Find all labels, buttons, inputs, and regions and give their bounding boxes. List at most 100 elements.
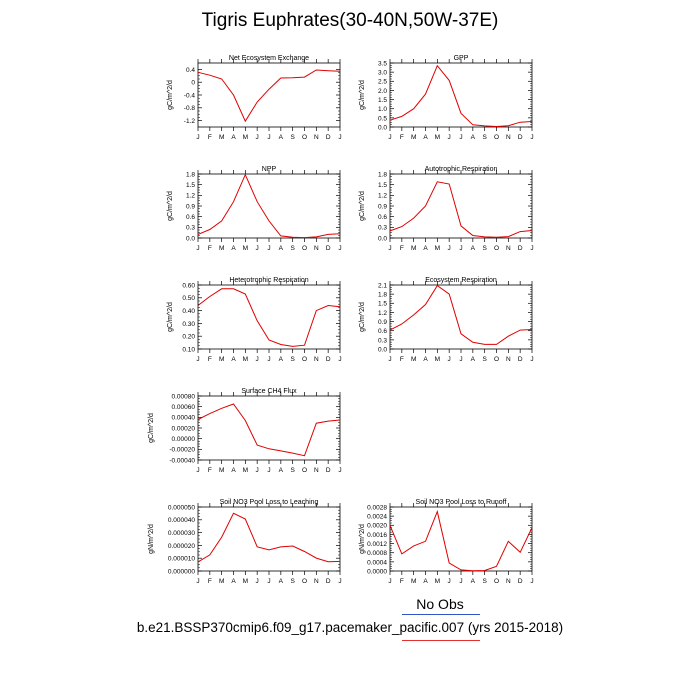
chart-panel: Heterotrophic Respiration gC/m^2/d 0.10 0.2… [167, 277, 342, 363]
x-tick-label: J [256, 356, 259, 363]
y-tick-label: -0.4 [184, 92, 196, 99]
y-tick-label: 1.8 [378, 171, 387, 178]
x-tick-label: A [423, 356, 428, 363]
panel-title: Net Ecosystem Exchange [229, 55, 309, 62]
y-tick-label: 0.60 [182, 282, 195, 289]
x-tick-label: D [326, 245, 331, 252]
panel-title: NPP [262, 166, 277, 173]
x-tick-label: A [279, 578, 284, 585]
x-tick-label: A [279, 134, 284, 141]
x-tick-label: J [388, 356, 391, 363]
x-tick-label: A [471, 245, 476, 252]
y-axis-label: gN/m^2/d [359, 524, 366, 554]
y-tick-label: 0.3 [378, 337, 387, 344]
x-tick-label: S [290, 356, 295, 363]
x-tick-label: N [506, 134, 511, 141]
x-tick-label: N [314, 578, 319, 585]
y-tick-label: 3.0 [378, 70, 387, 77]
y-tick-label: 2.0 [378, 88, 387, 95]
x-tick-label: N [314, 356, 319, 363]
y-axis-label: gC/m^2/d [167, 191, 174, 221]
x-tick-label: M [219, 245, 224, 252]
chart-panel: Soil NO3 Pool Loss to Runoff gN/m^2/d0.00… [359, 499, 534, 585]
x-tick-label: A [423, 134, 428, 141]
y-tick-label: 0.00060 [172, 404, 196, 411]
y-tick-label: 1.8 [186, 171, 195, 178]
x-tick-label: S [290, 245, 295, 252]
x-tick-label: A [279, 245, 284, 252]
x-tick-label: M [219, 356, 224, 363]
x-tick-label: N [506, 356, 511, 363]
y-tick-label: 0.0008 [367, 550, 387, 557]
x-tick-label: F [400, 245, 404, 252]
x-tick-label: J [530, 356, 533, 363]
panel-title: Soil NO3 Pool Loss to Runoff [416, 499, 507, 506]
series-line [197, 173, 341, 239]
x-tick-label: O [302, 134, 307, 141]
x-tick-label: A [231, 467, 236, 474]
y-tick-label: -0.00020 [169, 447, 195, 454]
y-tick-label: 0.000050 [168, 504, 195, 511]
x-tick-label: O [302, 578, 307, 585]
chart-panel: Autotrophic Respiration gC/m^2/d 0.0 0.3 0.6… [359, 166, 534, 252]
x-tick-label: J [256, 467, 259, 474]
panel-title: GPP [454, 55, 469, 62]
y-axis-label: gC/m^2/d [359, 302, 366, 332]
chart-panel: Soil NO3 Pool Loss to Leaching gN/m^2/d 0.… [148, 499, 342, 585]
x-tick-label: F [208, 467, 212, 474]
x-tick-label: N [314, 245, 319, 252]
x-tick-label: N [314, 134, 319, 141]
x-tick-label: D [518, 578, 523, 585]
x-tick-label: O [494, 245, 499, 252]
x-tick-label: S [482, 134, 487, 141]
x-tick-label: A [423, 245, 428, 252]
x-tick-label: J [448, 356, 451, 363]
x-tick-label: J [338, 245, 341, 252]
x-tick-label: J [256, 578, 259, 585]
x-tick-label: J [530, 578, 533, 585]
y-tick-label: 1.8 [378, 292, 387, 299]
y-tick-label: 0.3 [378, 225, 387, 232]
y-tick-label: 0.50 [182, 295, 195, 302]
chart-panel: Ecosystem Respiration gC/m^2/d 0.0 0.3 0.6 0.… [359, 277, 534, 363]
y-tick-label: 0.0 [378, 124, 387, 131]
series-line [197, 69, 341, 123]
y-tick-label: 1.2 [378, 310, 387, 317]
x-tick-label: J [448, 134, 451, 141]
x-tick-label: M [243, 134, 248, 141]
y-tick-label: -1.2 [184, 118, 196, 125]
x-tick-label: F [400, 356, 404, 363]
plot-frame [197, 173, 341, 239]
y-axis-label: gN/m^2/d [148, 524, 155, 554]
x-tick-label: O [494, 356, 499, 363]
x-tick-label: M [435, 245, 440, 252]
x-tick-label: J [196, 134, 199, 141]
y-tick-label: 1.5 [186, 182, 195, 189]
y-axis-label: gC/m^2/d [359, 191, 366, 221]
x-tick-label: M [243, 578, 248, 585]
chart-panel: Net Ecosystem Exchange gC/m^2/d 0.4 0 -0.4 -0… [167, 55, 342, 141]
y-tick-label: 0.000010 [168, 556, 195, 563]
legend-obs-line [402, 614, 480, 615]
x-tick-label: D [518, 356, 523, 363]
x-tick-label: J [256, 134, 259, 141]
x-tick-label: S [290, 134, 295, 141]
series-line [197, 512, 341, 563]
x-tick-label: A [231, 578, 236, 585]
y-tick-label: 1.2 [378, 193, 387, 200]
x-tick-label: F [400, 578, 404, 585]
page-title: Tigris Euphrates(30-40N,50W-37E) [201, 10, 499, 31]
x-tick-label: M [435, 134, 440, 141]
series-line [389, 509, 533, 572]
x-tick-label: O [494, 134, 499, 141]
panel-title: Surface CH4 Flux [241, 388, 297, 395]
y-tick-label: 0.0 [378, 346, 387, 353]
legend-case-line [402, 640, 480, 641]
y-tick-label: 0.0004 [367, 559, 387, 566]
y-tick-label: 0.9 [378, 203, 387, 210]
x-tick-label: F [208, 134, 212, 141]
x-tick-label: O [302, 467, 307, 474]
y-tick-label: 0.6 [186, 214, 195, 221]
y-tick-label: 0 [191, 80, 195, 87]
